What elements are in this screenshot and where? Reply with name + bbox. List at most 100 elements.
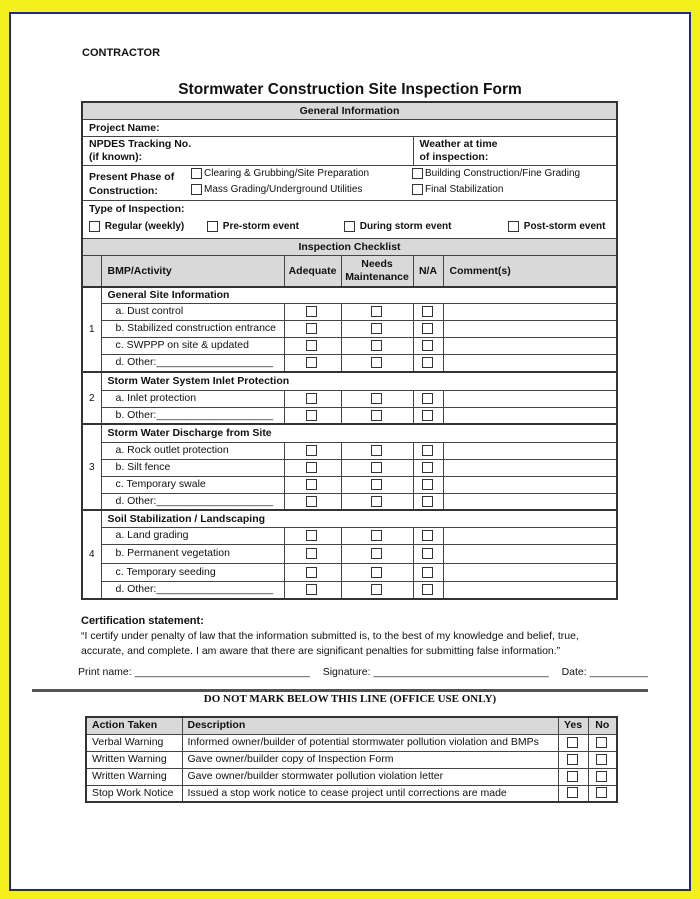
- checkbox-adequate[interactable]: [306, 340, 317, 352]
- project-name-field[interactable]: Project Name:: [81, 118, 618, 137]
- checkbox-needs-maintenance[interactable]: [370, 462, 382, 474]
- type-pre-storm[interactable]: Pre-storm event: [207, 220, 299, 232]
- checkbox-needs-maintenance[interactable]: [370, 548, 382, 560]
- comment-field[interactable]: [442, 406, 618, 425]
- checkbox-needs-maintenance[interactable]: [370, 495, 382, 507]
- comment-field[interactable]: [442, 492, 618, 511]
- checkbox-needs-maintenance[interactable]: [370, 530, 382, 542]
- checkbox-na[interactable]: [421, 306, 433, 318]
- checkbox[interactable]: [344, 220, 355, 232]
- checkbox-na[interactable]: [421, 530, 433, 542]
- comment-field[interactable]: [442, 302, 618, 321]
- checkbox-needs-maintenance[interactable]: [370, 323, 382, 335]
- checkbox-needs-maintenance[interactable]: [370, 306, 382, 318]
- weather-field[interactable]: Weather at time of inspection:: [412, 135, 618, 166]
- comment-field[interactable]: [442, 319, 618, 338]
- checkbox-yes[interactable]: [566, 753, 578, 765]
- checkbox-needs-maintenance[interactable]: [370, 566, 382, 578]
- checkbox-adequate[interactable]: [306, 357, 317, 369]
- inspection-type-row: Type of Inspection: Regular (weekly) Pre…: [81, 199, 618, 239]
- phase-option-building[interactable]: Building Construction/Fine Grading: [412, 167, 580, 179]
- checkbox-adequate[interactable]: [306, 445, 317, 457]
- type-post-storm[interactable]: Post-storm event: [508, 220, 605, 232]
- checkbox-needs-maintenance[interactable]: [370, 409, 382, 421]
- comment-field[interactable]: [442, 562, 618, 582]
- action-taken: Written Warning: [85, 767, 183, 786]
- checkbox-na[interactable]: [421, 393, 433, 405]
- section-title: Soil Stabilization / Landscaping: [100, 509, 618, 528]
- checkbox-yes[interactable]: [566, 736, 578, 748]
- npdes-field[interactable]: NPDES Tracking No. (if known):: [81, 135, 414, 166]
- checkbox-adequate[interactable]: [306, 584, 317, 596]
- checkbox-adequate[interactable]: [306, 530, 317, 542]
- checkbox-no[interactable]: [595, 753, 607, 765]
- checkbox[interactable]: [207, 220, 218, 232]
- checkbox-na[interactable]: [421, 445, 433, 457]
- checkbox-needs-maintenance[interactable]: [370, 479, 382, 491]
- checkbox-na[interactable]: [421, 357, 433, 369]
- signature-field[interactable]: Signature: _____________________________…: [322, 666, 549, 678]
- checkbox[interactable]: [191, 167, 202, 179]
- item-label: b. Silt fence: [100, 458, 285, 477]
- phase-option-final[interactable]: Final Stabilization: [412, 183, 503, 195]
- date-field[interactable]: Date: __________: [561, 666, 648, 678]
- checkbox-na[interactable]: [421, 479, 433, 491]
- phase-option-clearing[interactable]: Clearing & Grubbing/Site Preparation: [191, 167, 369, 179]
- column-header-action: Action Taken: [85, 716, 183, 735]
- comment-field[interactable]: [442, 475, 618, 494]
- comment-field[interactable]: [442, 458, 618, 477]
- checkbox-adequate[interactable]: [306, 479, 317, 491]
- item-label: a. Dust control: [100, 302, 285, 321]
- comment-field[interactable]: [442, 336, 618, 355]
- checkbox-adequate[interactable]: [306, 495, 317, 507]
- checkbox-needs-maintenance[interactable]: [370, 445, 382, 457]
- phase-option-mass-grading[interactable]: Mass Grading/Underground Utilities: [191, 183, 362, 195]
- checkbox-no[interactable]: [595, 736, 607, 748]
- checklist-item-row: a. Dust control: [82, 302, 618, 321]
- checkbox[interactable]: [89, 220, 100, 232]
- comment-field[interactable]: [442, 353, 618, 373]
- checkbox-needs-maintenance[interactable]: [370, 357, 382, 369]
- item-label: c. Temporary seeding: [100, 562, 285, 582]
- checkbox[interactable]: [412, 167, 423, 179]
- checkbox-adequate[interactable]: [306, 548, 317, 560]
- checkbox-no[interactable]: [595, 787, 607, 799]
- checkbox-adequate[interactable]: [306, 306, 317, 318]
- comment-field[interactable]: [442, 389, 618, 408]
- checkbox-needs-maintenance[interactable]: [370, 393, 382, 405]
- checkbox-na[interactable]: [421, 462, 433, 474]
- checkbox-needs-maintenance[interactable]: [370, 340, 382, 352]
- column-header-adequate: Adequate: [283, 254, 342, 288]
- section-title: Storm Water System Inlet Protection: [100, 371, 618, 391]
- comment-field[interactable]: [442, 526, 618, 545]
- type-during-storm[interactable]: During storm event: [344, 220, 451, 232]
- checkbox-adequate[interactable]: [306, 462, 317, 474]
- checkbox-needs-maintenance[interactable]: [370, 584, 382, 596]
- checkbox-adequate[interactable]: [306, 323, 317, 335]
- checkbox-na[interactable]: [421, 584, 433, 596]
- checkbox-adequate[interactable]: [306, 409, 317, 421]
- comment-field[interactable]: [442, 441, 618, 460]
- checkbox[interactable]: [508, 220, 519, 232]
- checkbox-na[interactable]: [421, 495, 433, 507]
- checkbox-adequate[interactable]: [306, 566, 317, 578]
- checkbox[interactable]: [191, 183, 202, 195]
- checklist-item-row: b. Stabilized construction entrance: [82, 319, 618, 338]
- comment-field[interactable]: [442, 580, 618, 600]
- checkbox-na[interactable]: [421, 548, 433, 560]
- checkbox-na[interactable]: [421, 566, 433, 578]
- checklist-item-row: c. Temporary seeding: [82, 562, 618, 582]
- checkbox-no[interactable]: [595, 770, 607, 782]
- checkbox-yes[interactable]: [566, 787, 578, 799]
- type-regular[interactable]: Regular (weekly): [89, 220, 184, 232]
- checkbox-na[interactable]: [421, 409, 433, 421]
- checkbox-na[interactable]: [421, 340, 433, 352]
- checkbox-yes[interactable]: [566, 770, 578, 782]
- checkbox-adequate[interactable]: [306, 393, 317, 405]
- checkbox-na[interactable]: [421, 323, 433, 335]
- comment-field[interactable]: [442, 543, 618, 564]
- weather-label: Weather at time: [419, 137, 498, 150]
- checkbox[interactable]: [412, 183, 423, 195]
- item-label: b. Permanent vegetation: [100, 543, 285, 564]
- print-name-field[interactable]: Print name: ____________________________…: [78, 666, 310, 678]
